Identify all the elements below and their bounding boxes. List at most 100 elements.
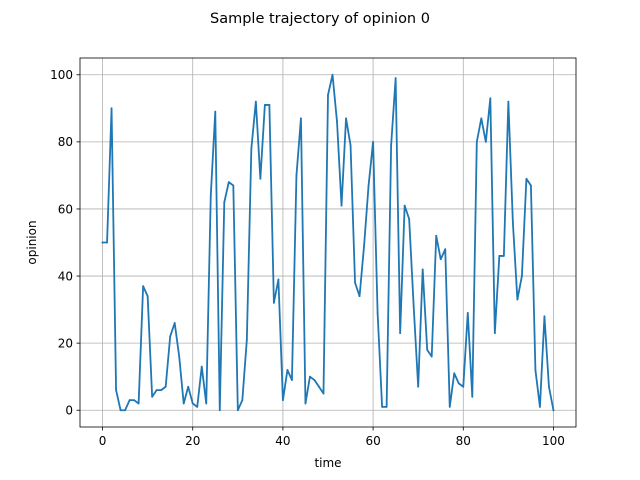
data-point bbox=[196, 405, 199, 408]
data-point bbox=[421, 268, 424, 271]
data-point bbox=[453, 372, 456, 375]
data-point bbox=[403, 204, 406, 207]
axes-frame bbox=[79, 57, 577, 428]
x-tick-label: 80 bbox=[456, 434, 471, 448]
data-point bbox=[295, 174, 298, 177]
data-point bbox=[106, 241, 108, 244]
y-axis-label: opinion bbox=[25, 220, 39, 264]
data-point bbox=[354, 281, 356, 284]
data-point bbox=[282, 399, 284, 402]
data-point bbox=[349, 144, 352, 147]
data-point bbox=[502, 255, 505, 257]
data-point bbox=[548, 385, 550, 388]
data-point bbox=[439, 258, 442, 261]
data-point bbox=[331, 73, 334, 76]
x-tick-label: 100 bbox=[542, 434, 565, 448]
data-point bbox=[516, 298, 519, 301]
data-point bbox=[462, 385, 465, 388]
data-point bbox=[539, 405, 541, 408]
data-point bbox=[101, 241, 104, 244]
tick-layer: 0 20 40 60 80 100 0 20 40 60 80 100 bbox=[50, 68, 565, 448]
data-point bbox=[300, 117, 302, 120]
data-point bbox=[484, 140, 487, 143]
data-point bbox=[241, 399, 244, 402]
y-tick-label: 100 bbox=[50, 68, 73, 82]
data-point bbox=[426, 348, 429, 351]
data-point bbox=[227, 181, 230, 184]
data-point bbox=[200, 365, 203, 368]
data-point bbox=[448, 405, 451, 408]
data-point bbox=[232, 184, 235, 187]
data-point bbox=[209, 194, 212, 197]
data-point bbox=[277, 278, 280, 281]
data-point bbox=[489, 97, 492, 100]
data-point bbox=[493, 332, 496, 334]
data-point bbox=[507, 100, 510, 103]
y-tick-label: 20 bbox=[58, 336, 73, 350]
data-point bbox=[457, 382, 460, 385]
data-point bbox=[110, 107, 113, 110]
data-point bbox=[187, 385, 190, 388]
data-point bbox=[155, 389, 158, 391]
data-point bbox=[218, 409, 221, 412]
data-point bbox=[182, 402, 185, 405]
data-point bbox=[534, 369, 537, 371]
data-point bbox=[336, 120, 338, 123]
plot-area: 0 20 40 60 80 100 0 20 40 60 80 100 bbox=[50, 57, 577, 448]
data-point bbox=[268, 104, 271, 106]
data-point bbox=[444, 248, 447, 251]
data-point bbox=[385, 405, 388, 408]
data-point bbox=[345, 117, 347, 120]
data-point bbox=[313, 379, 316, 381]
x-axis-label: time bbox=[314, 456, 341, 470]
data-point bbox=[498, 255, 501, 257]
data-point bbox=[119, 409, 122, 412]
data-point bbox=[358, 295, 361, 298]
data-point bbox=[142, 285, 145, 288]
y-tick-label: 60 bbox=[58, 202, 73, 216]
data-point bbox=[124, 409, 126, 412]
data-point bbox=[430, 355, 433, 358]
data-point bbox=[146, 295, 149, 298]
data-point bbox=[390, 144, 393, 147]
data-point bbox=[291, 379, 293, 381]
x-tick-label: 60 bbox=[365, 434, 380, 448]
data-point bbox=[223, 201, 226, 204]
data-point bbox=[372, 140, 374, 143]
data-point bbox=[133, 399, 136, 402]
data-point bbox=[322, 392, 325, 395]
y-tick-label: 40 bbox=[58, 269, 73, 283]
data-point bbox=[381, 405, 384, 408]
data-point bbox=[408, 218, 411, 220]
data-point bbox=[399, 332, 402, 334]
data-point bbox=[245, 338, 248, 341]
data-point bbox=[151, 395, 154, 398]
data-point bbox=[475, 140, 478, 143]
data-point bbox=[304, 402, 307, 405]
data-point bbox=[254, 100, 257, 103]
data-point bbox=[394, 77, 397, 80]
data-point bbox=[250, 147, 253, 150]
x-tick-label: 0 bbox=[99, 434, 107, 448]
data-point bbox=[363, 244, 365, 247]
data-point bbox=[511, 221, 514, 224]
data-point bbox=[552, 409, 555, 412]
x-tick-label: 20 bbox=[185, 434, 200, 448]
data-point bbox=[164, 385, 167, 388]
data-point bbox=[137, 402, 140, 405]
data-point bbox=[520, 275, 523, 277]
chart-title: Sample trajectory of opinion 0 bbox=[210, 11, 430, 27]
data-point bbox=[471, 395, 474, 398]
data-point bbox=[340, 204, 343, 207]
data-point bbox=[214, 110, 217, 113]
data-point bbox=[205, 402, 208, 405]
data-point bbox=[412, 305, 415, 308]
data-point bbox=[169, 335, 172, 338]
data-point bbox=[178, 355, 181, 358]
x-tick-label: 40 bbox=[275, 434, 290, 448]
y-tick-label: 0 bbox=[65, 404, 73, 418]
data-point bbox=[466, 312, 469, 314]
data-point bbox=[327, 94, 329, 96]
data-point bbox=[259, 177, 262, 180]
